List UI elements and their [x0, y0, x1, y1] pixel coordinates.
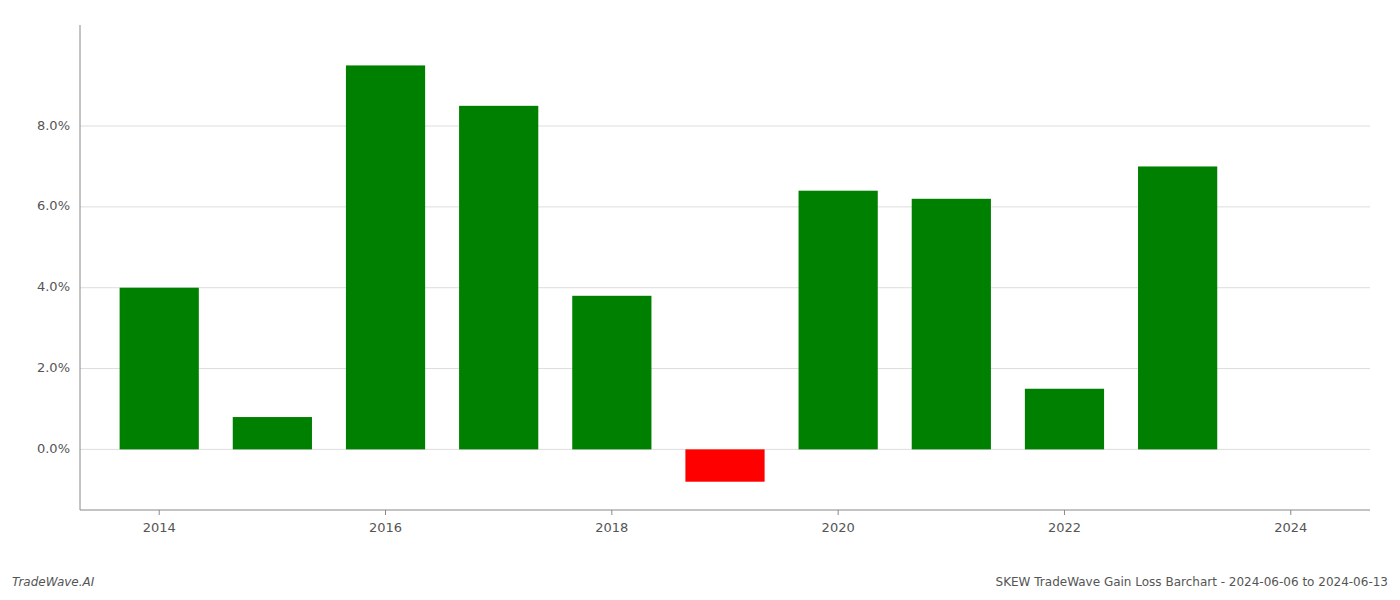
x-tick-label: 2022: [1048, 520, 1081, 535]
y-tick-label: 6.0%: [37, 198, 70, 213]
bar: [346, 65, 425, 449]
bar: [912, 199, 991, 450]
watermark: TradeWave.AI: [12, 575, 95, 589]
x-tick: [611, 510, 612, 515]
x-axis-line: [80, 510, 1370, 511]
x-tick: [385, 510, 386, 515]
y-tick-label: 8.0%: [37, 118, 70, 133]
x-tick-label: 2016: [369, 520, 402, 535]
x-tick: [838, 510, 839, 515]
bar: [1138, 166, 1217, 449]
x-tick-label: 2024: [1274, 520, 1307, 535]
chart-svg: 0.0% 2.0% 4.0% 6.0% 8.0% 2014 2016 2018 2020 2022…: [0, 0, 1400, 600]
title: SKEW TradeWave Gain Loss Barchart - 2024…: [996, 575, 1388, 589]
chart-container: 0.0% 2.0% 4.0% 6.0% 8.0% 2014 2016 2018 2020 2022…: [0, 0, 1400, 600]
axes: [80, 25, 1370, 510]
y-tick-label: 0.0%: [37, 441, 70, 456]
y-tick-label: 2.0%: [37, 360, 70, 375]
bar: [120, 288, 199, 450]
bar: [459, 106, 538, 450]
x-tick: [1290, 510, 1291, 515]
bar: [799, 191, 878, 450]
bar: [233, 417, 312, 449]
x-tick-label: 2014: [143, 520, 176, 535]
y-tick-labels: 0.0% 2.0% 4.0% 6.0% 8.0%: [37, 118, 70, 456]
x-tick: [159, 510, 160, 515]
x-tick-label: 2020: [822, 520, 855, 535]
y-axis-line: [80, 25, 81, 510]
bar: [685, 449, 764, 481]
x-tick: [1064, 510, 1065, 515]
y-tick-label: 4.0%: [37, 279, 70, 294]
bar: [1025, 389, 1104, 450]
bars: [120, 65, 1218, 481]
bar: [572, 296, 651, 450]
x-ticks: 2014 2016 2018 2020 2022 2024: [143, 510, 1308, 535]
page: {"chart_data": {"type": "bar", "title": …: [0, 0, 1400, 600]
grid-line: [80, 126, 1370, 127]
x-tick-label: 2018: [595, 520, 628, 535]
y-grid: [80, 126, 1370, 449]
